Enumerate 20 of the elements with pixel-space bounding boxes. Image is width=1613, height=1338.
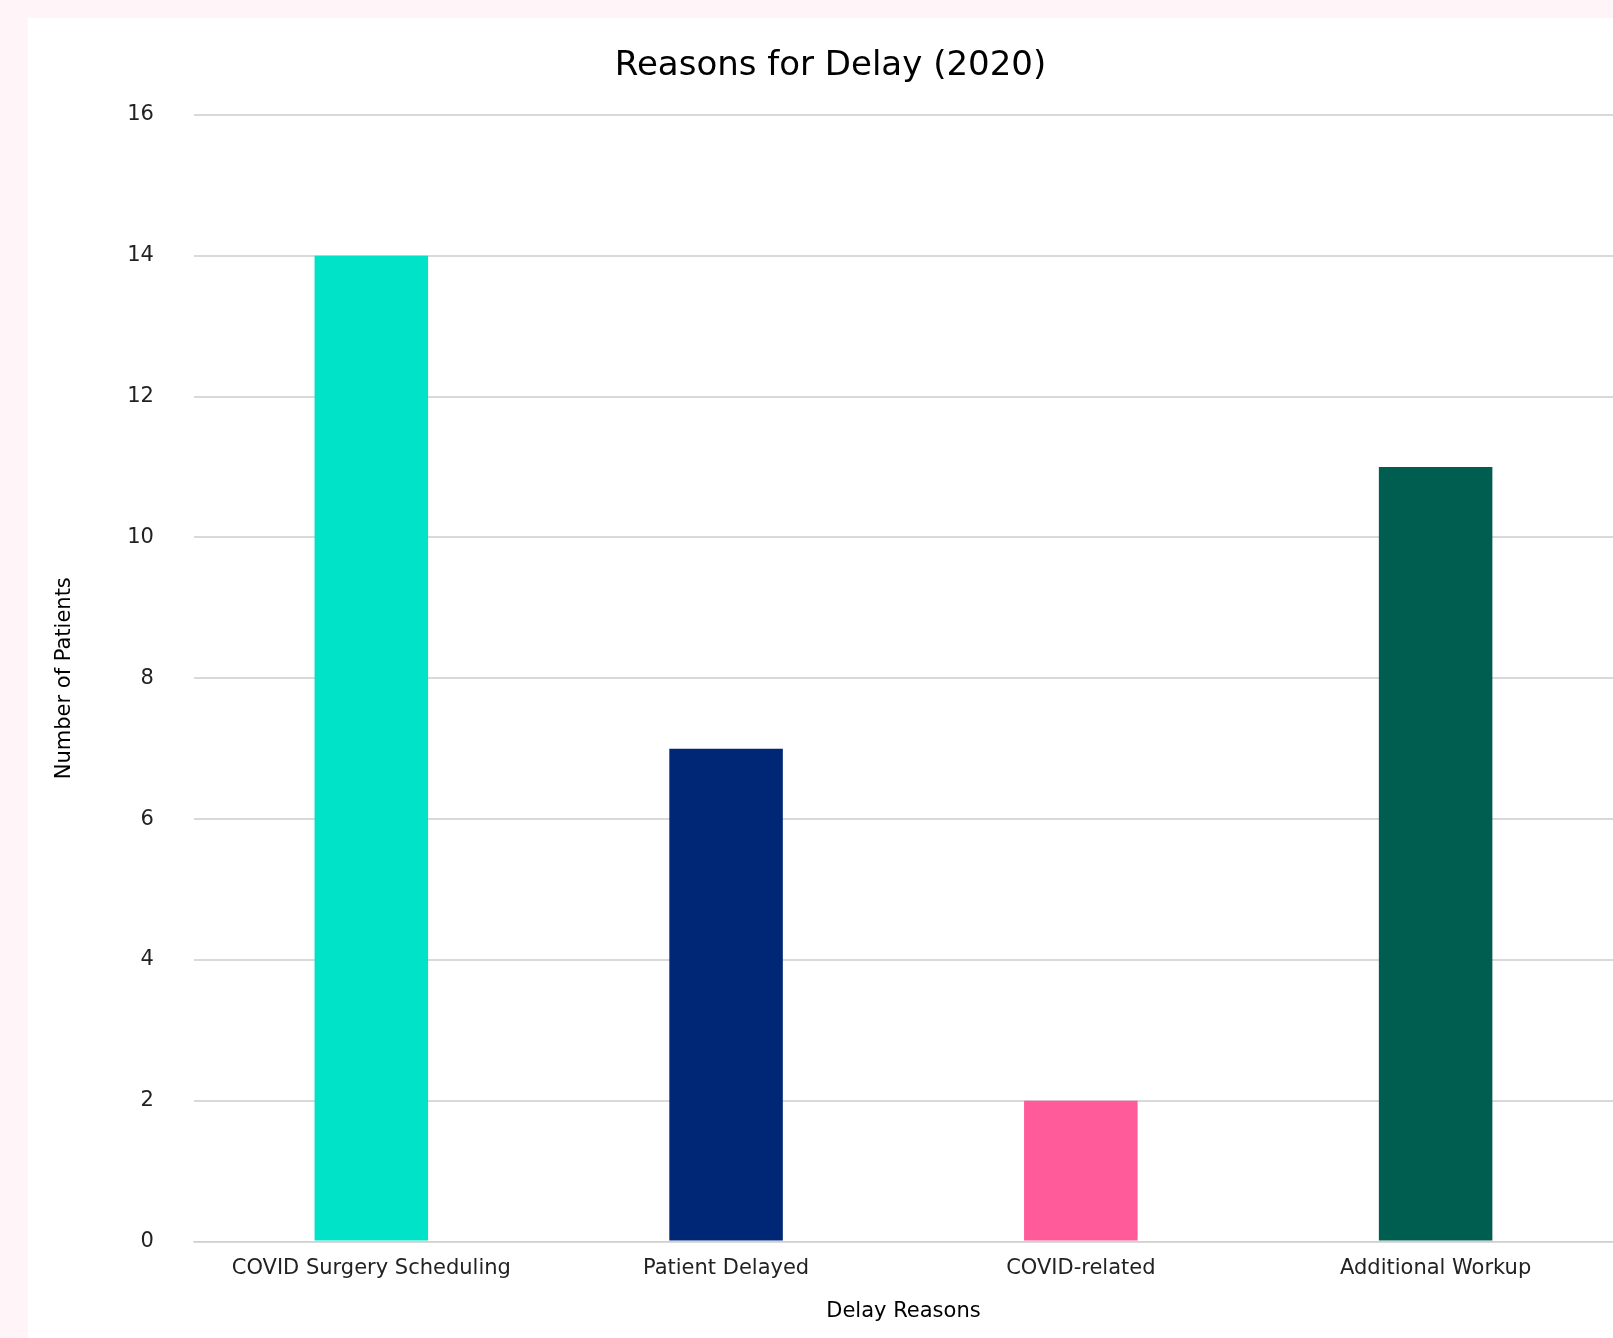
x-tick-label: Additional Workup (1339, 1254, 1532, 1279)
y-tick-label: 6 (140, 805, 154, 830)
y-tick-label: 2 (140, 1087, 154, 1112)
y-tick-label: 10 (127, 523, 154, 548)
y-axis-title: Number of Patients (51, 577, 76, 780)
x-tick-label: COVID Surgery Scheduling (231, 1254, 511, 1279)
y-tick-label: 8 (140, 664, 154, 689)
bar (1378, 466, 1493, 1241)
y-tick-label: 14 (127, 242, 154, 267)
x-axis-title: Delay Reasons (826, 1297, 981, 1322)
y-tick-label: 16 (127, 101, 154, 126)
x-tick-label: Patient Delayed (642, 1254, 810, 1279)
x-tick-label: COVID-related (1006, 1254, 1156, 1279)
y-tick-label: 0 (140, 1228, 154, 1253)
bar (1024, 1100, 1138, 1241)
bar (669, 748, 783, 1241)
bar (314, 255, 429, 1241)
y-tick-label: 4 (140, 946, 154, 971)
chart-title: Reasons for Delay (2020) (614, 43, 1047, 84)
y-tick-label: 12 (127, 382, 154, 407)
